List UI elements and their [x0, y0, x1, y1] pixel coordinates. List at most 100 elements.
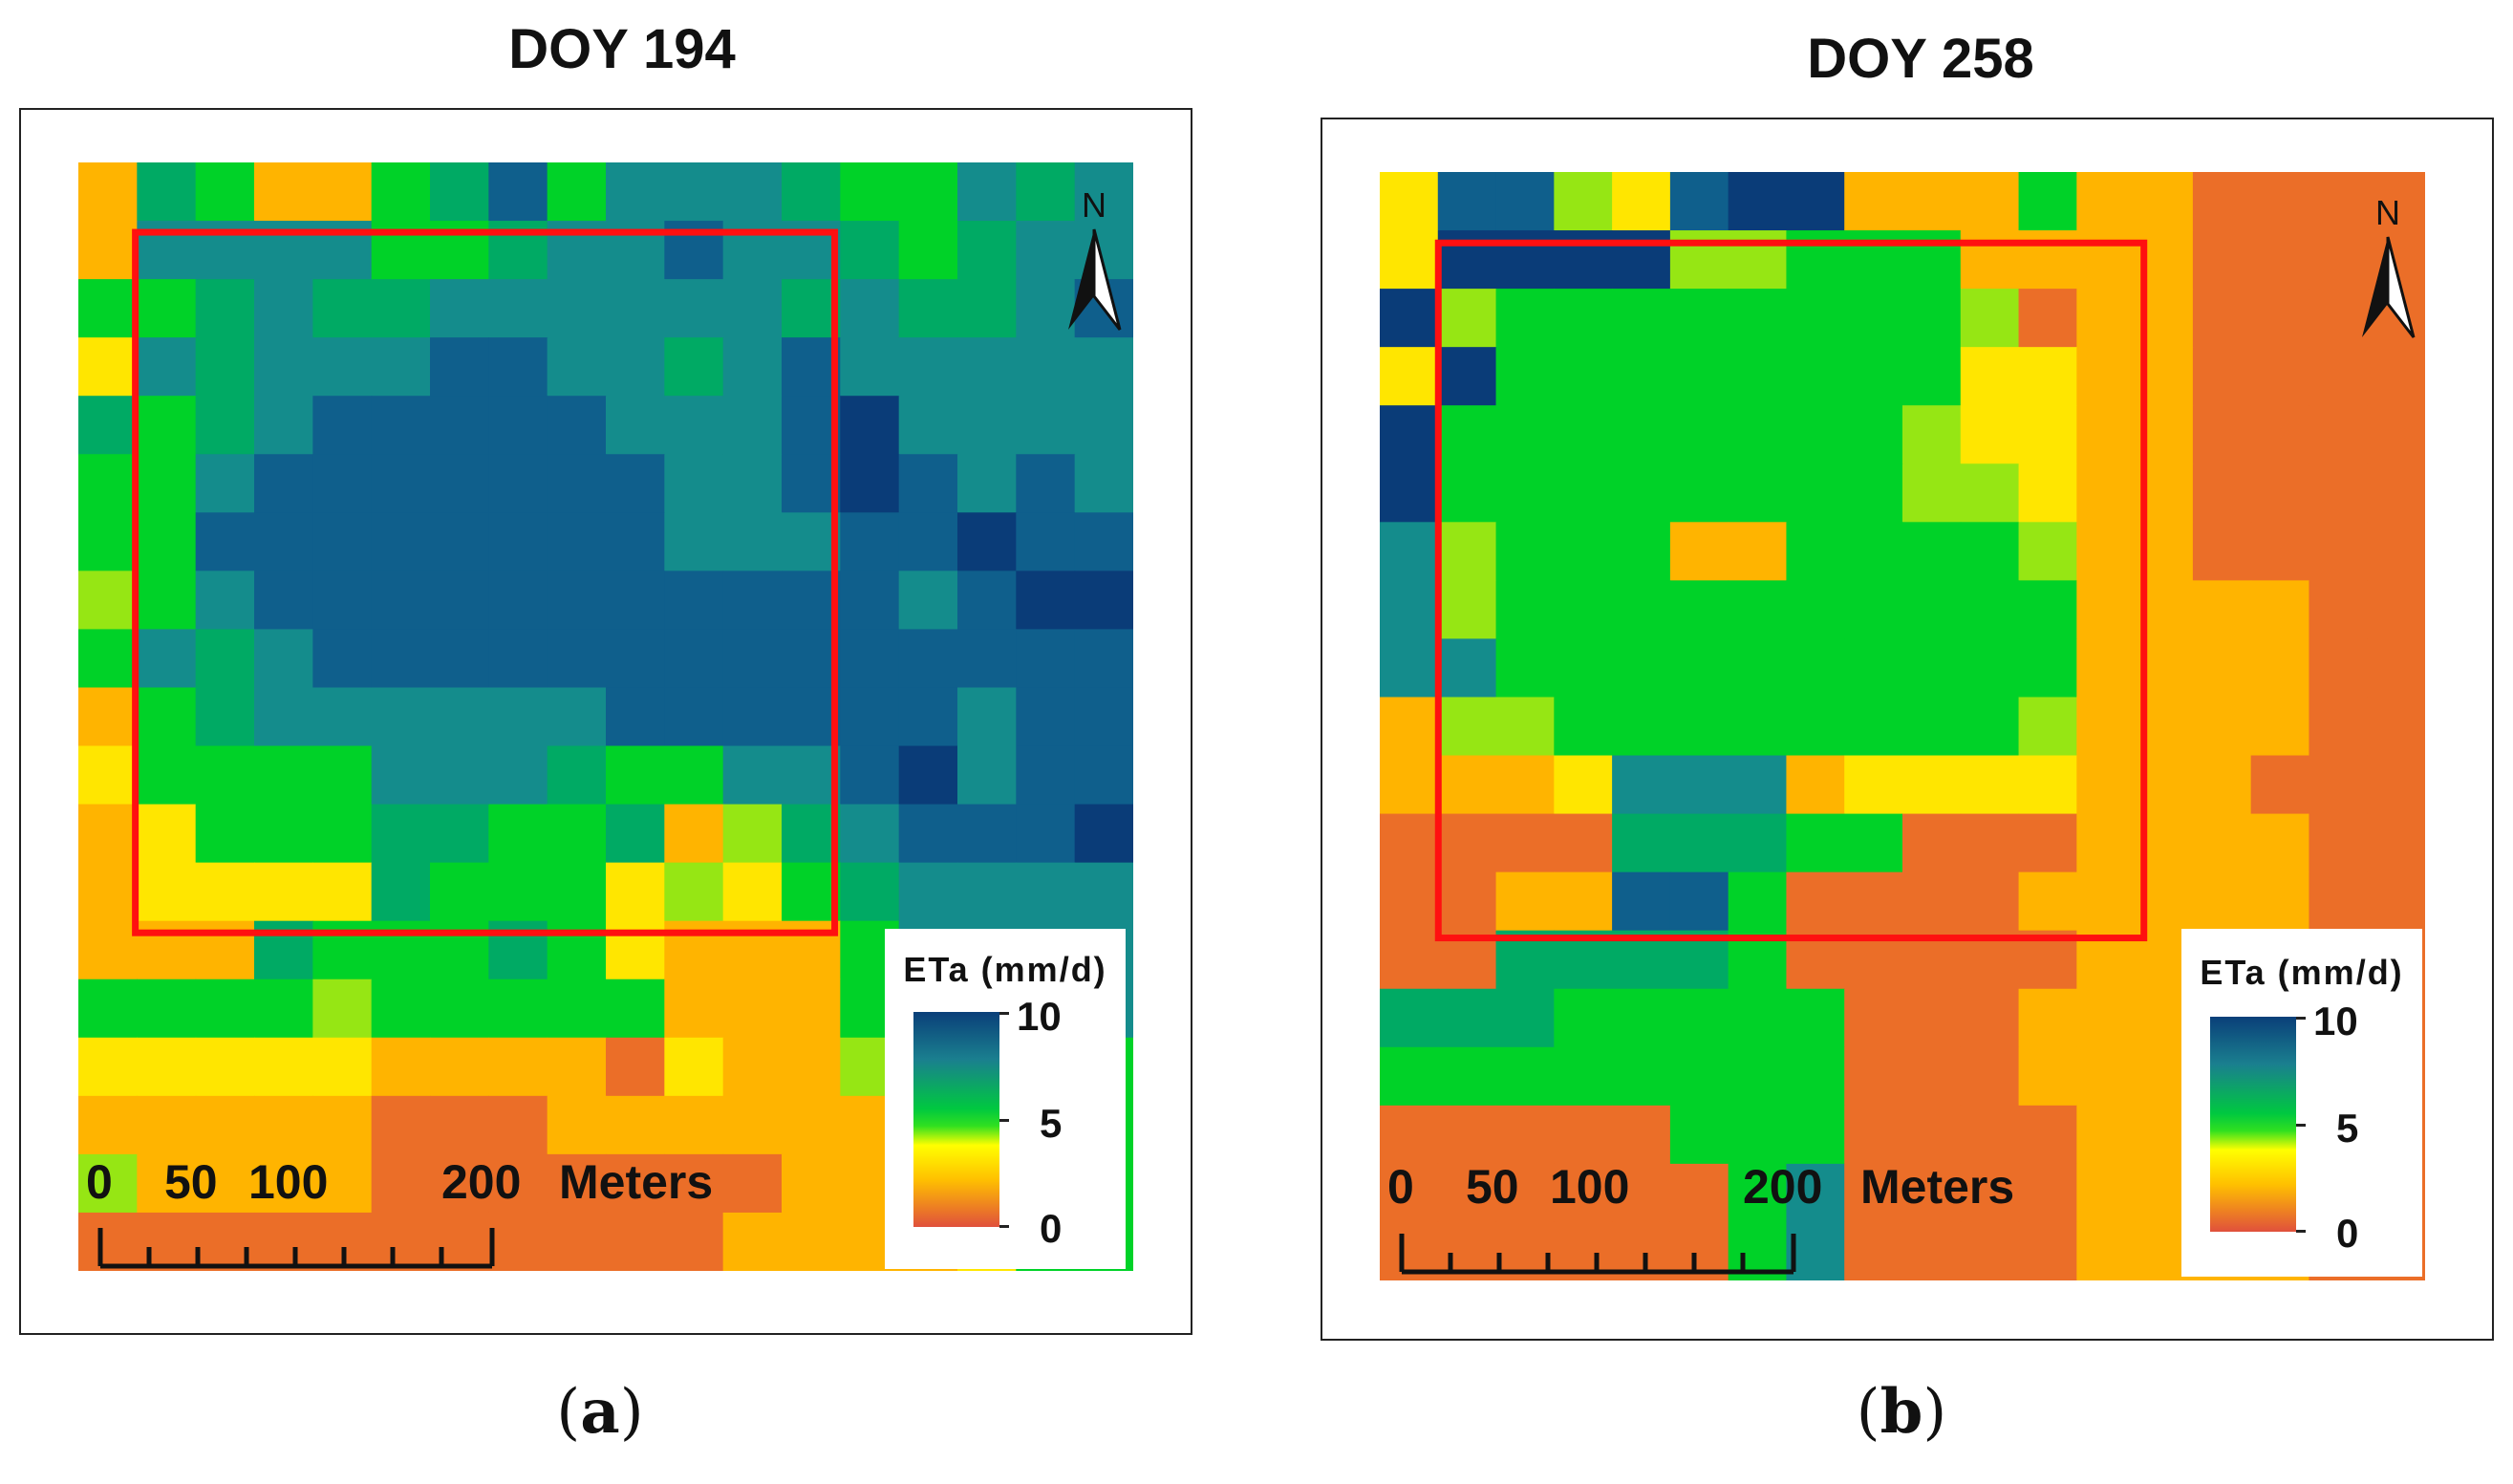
raster-cell [1074, 862, 1133, 922]
raster-cell [78, 570, 138, 631]
raster-cell [840, 162, 900, 222]
north-label: N [1082, 186, 1106, 225]
raster-cell [371, 1153, 431, 1214]
raster-cell [2367, 347, 2425, 406]
raster-cell [1554, 755, 1613, 815]
raster-cell [1960, 172, 2020, 231]
raster-cell [2018, 1221, 2077, 1280]
raster-cell [137, 396, 197, 455]
raster-cell [1960, 755, 2020, 815]
raster-cell [2367, 172, 2425, 231]
raster-cell [254, 570, 313, 631]
raster-cell [254, 1095, 313, 1155]
raster-cell [664, 1095, 724, 1155]
raster-cell [195, 862, 255, 922]
raster-cell [2192, 697, 2252, 757]
raster-cell [137, 687, 197, 747]
raster-cell [1495, 813, 1555, 873]
raster-cell [898, 221, 958, 280]
raster-cell [1960, 580, 2020, 640]
legend-tick [2296, 1124, 2306, 1127]
raster-cell [312, 454, 373, 513]
raster-cell [1669, 463, 1729, 523]
raster-cell [195, 687, 255, 747]
raster-cell [1074, 454, 1133, 513]
raster-cell [1554, 1163, 1613, 1223]
raster-cell [312, 396, 373, 455]
raster-cell [1380, 522, 1439, 581]
raster-cell [547, 1212, 607, 1271]
raster-cell [898, 512, 958, 571]
raster-cell [2018, 347, 2077, 406]
raster-cell [78, 687, 138, 747]
raster-cell [1612, 871, 1671, 932]
raster-cell [1016, 162, 1076, 222]
raster-cell [1612, 1163, 1671, 1223]
raster-cell [840, 862, 900, 922]
raster-cell [1612, 289, 1671, 348]
raster-cell [78, 279, 138, 338]
raster-cell [898, 629, 958, 689]
raster-cell [1612, 813, 1671, 873]
raster-cell [2018, 172, 2077, 231]
raster-cell [606, 1095, 665, 1155]
raster-cell [1380, 172, 1439, 231]
raster-cell [488, 337, 548, 397]
raster-cell [371, 979, 431, 1039]
raster-cell [488, 687, 548, 747]
raster-cell [371, 396, 431, 455]
raster-cell [840, 570, 900, 631]
raster-cell [840, 687, 900, 747]
raster-cell [78, 221, 138, 280]
raster-cell [1074, 162, 1133, 222]
legend-color-ramp [2210, 1017, 2296, 1232]
raster-cell [2367, 813, 2425, 873]
raster-cell [1786, 172, 1845, 231]
raster-cell [1612, 988, 1671, 1048]
raster-cell [1016, 512, 1076, 571]
legend-tick [999, 1119, 1009, 1122]
north-arrow-icon: N [1068, 186, 1122, 331]
raster-cell [840, 454, 900, 513]
raster-cell [195, 979, 255, 1039]
raster-cell [722, 1037, 783, 1097]
raster-cell [137, 570, 197, 631]
raster-cell [1960, 871, 2020, 932]
scale-tick-50: 50 [164, 1155, 218, 1209]
raster-cell [1844, 1163, 1903, 1223]
raster-cell [2192, 755, 2252, 815]
raster-cell [1612, 755, 1671, 815]
raster-cell [488, 745, 548, 806]
raster-cell [840, 221, 900, 280]
raster-cell [78, 512, 138, 571]
raster-cell [254, 804, 313, 864]
raster-cell [430, 337, 489, 397]
raster-cell [2076, 988, 2136, 1048]
raster-cell [1786, 580, 1845, 640]
raster-cell [898, 162, 958, 222]
raster-cell [1844, 289, 1903, 348]
raster-cell [1495, 871, 1555, 932]
raster-cell [547, 629, 607, 689]
raster-cell [2367, 871, 2425, 932]
raster-cell [2018, 289, 2077, 348]
raster-cell [547, 1095, 607, 1155]
raster-cell [782, 1095, 841, 1155]
raster-cell [1612, 463, 1671, 523]
raster-cell [1074, 804, 1133, 864]
panel-b-title: DOY 258 [1807, 28, 2034, 90]
raster-cell [606, 979, 665, 1039]
raster-cell [2309, 463, 2368, 523]
raster-cell [1380, 638, 1439, 699]
raster-cell [488, 1212, 548, 1271]
raster-cell [1669, 522, 1729, 581]
raster-cell [1437, 172, 1497, 231]
raster-cell [2192, 638, 2252, 699]
raster-cell [2192, 522, 2252, 581]
scale-bar [1399, 1234, 1796, 1275]
raster-cell [1902, 988, 1962, 1048]
raster-cell [1016, 221, 1076, 280]
raster-cell [1612, 405, 1671, 464]
raster-cell [1844, 1046, 1903, 1107]
raster-cell [2018, 463, 2077, 523]
